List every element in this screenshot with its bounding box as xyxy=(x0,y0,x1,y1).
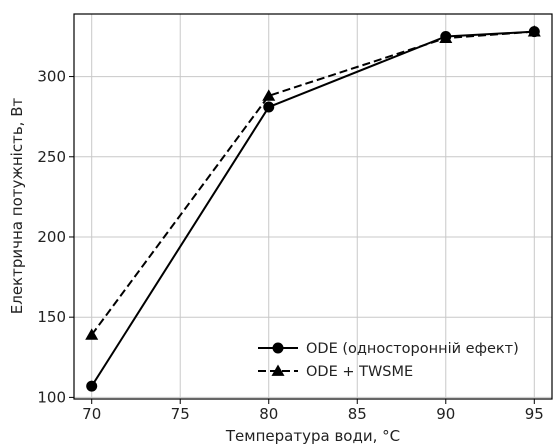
series-0-point-1 xyxy=(263,101,275,113)
legend: ODE (односторонній ефект) ODE + TWSME xyxy=(258,341,519,380)
legend-line-0 xyxy=(258,342,298,354)
x-tick-label-0: 70 xyxy=(82,405,101,423)
x-tick-label-4: 90 xyxy=(436,405,455,423)
plot-frame xyxy=(73,13,553,400)
series-1-point-1 xyxy=(262,89,276,101)
y-axis-title: Електрична потужність, Вт xyxy=(8,98,26,315)
legend-label-0: ODE (односторонній ефект) xyxy=(306,341,519,357)
y-tick-label-3: 250 xyxy=(37,148,66,166)
legend-line-1 xyxy=(258,364,298,376)
y-tick-label-4: 300 xyxy=(37,68,66,86)
y-tick-label-1: 150 xyxy=(37,308,66,326)
legend-label-1: ODE + TWSME xyxy=(306,364,413,380)
series-1-point-2 xyxy=(439,31,453,43)
x-tick-label-1: 75 xyxy=(171,405,190,423)
y-tick-label-2: 200 xyxy=(37,228,66,246)
tick-layer: 70 75 80 85 90 95 100 150 200 250 300 xyxy=(37,68,543,423)
y-tick-label-0: 100 xyxy=(37,388,66,406)
series-1-point-0 xyxy=(85,328,99,340)
x-tick-label-5: 95 xyxy=(525,405,544,423)
x-tick-label-3: 85 xyxy=(348,405,367,423)
legend-marker-1 xyxy=(271,364,285,376)
x-tick-label-2: 80 xyxy=(259,405,278,423)
series-1-point-3 xyxy=(527,25,541,37)
series-1-line xyxy=(90,30,535,336)
legend-marker-0 xyxy=(272,342,284,354)
series-1 xyxy=(85,25,541,340)
plot-background xyxy=(74,14,552,399)
x-axis-title: Температура води, °C xyxy=(225,427,400,445)
grid xyxy=(74,14,552,399)
series-0-point-0 xyxy=(86,380,98,392)
series-layer xyxy=(85,25,541,392)
